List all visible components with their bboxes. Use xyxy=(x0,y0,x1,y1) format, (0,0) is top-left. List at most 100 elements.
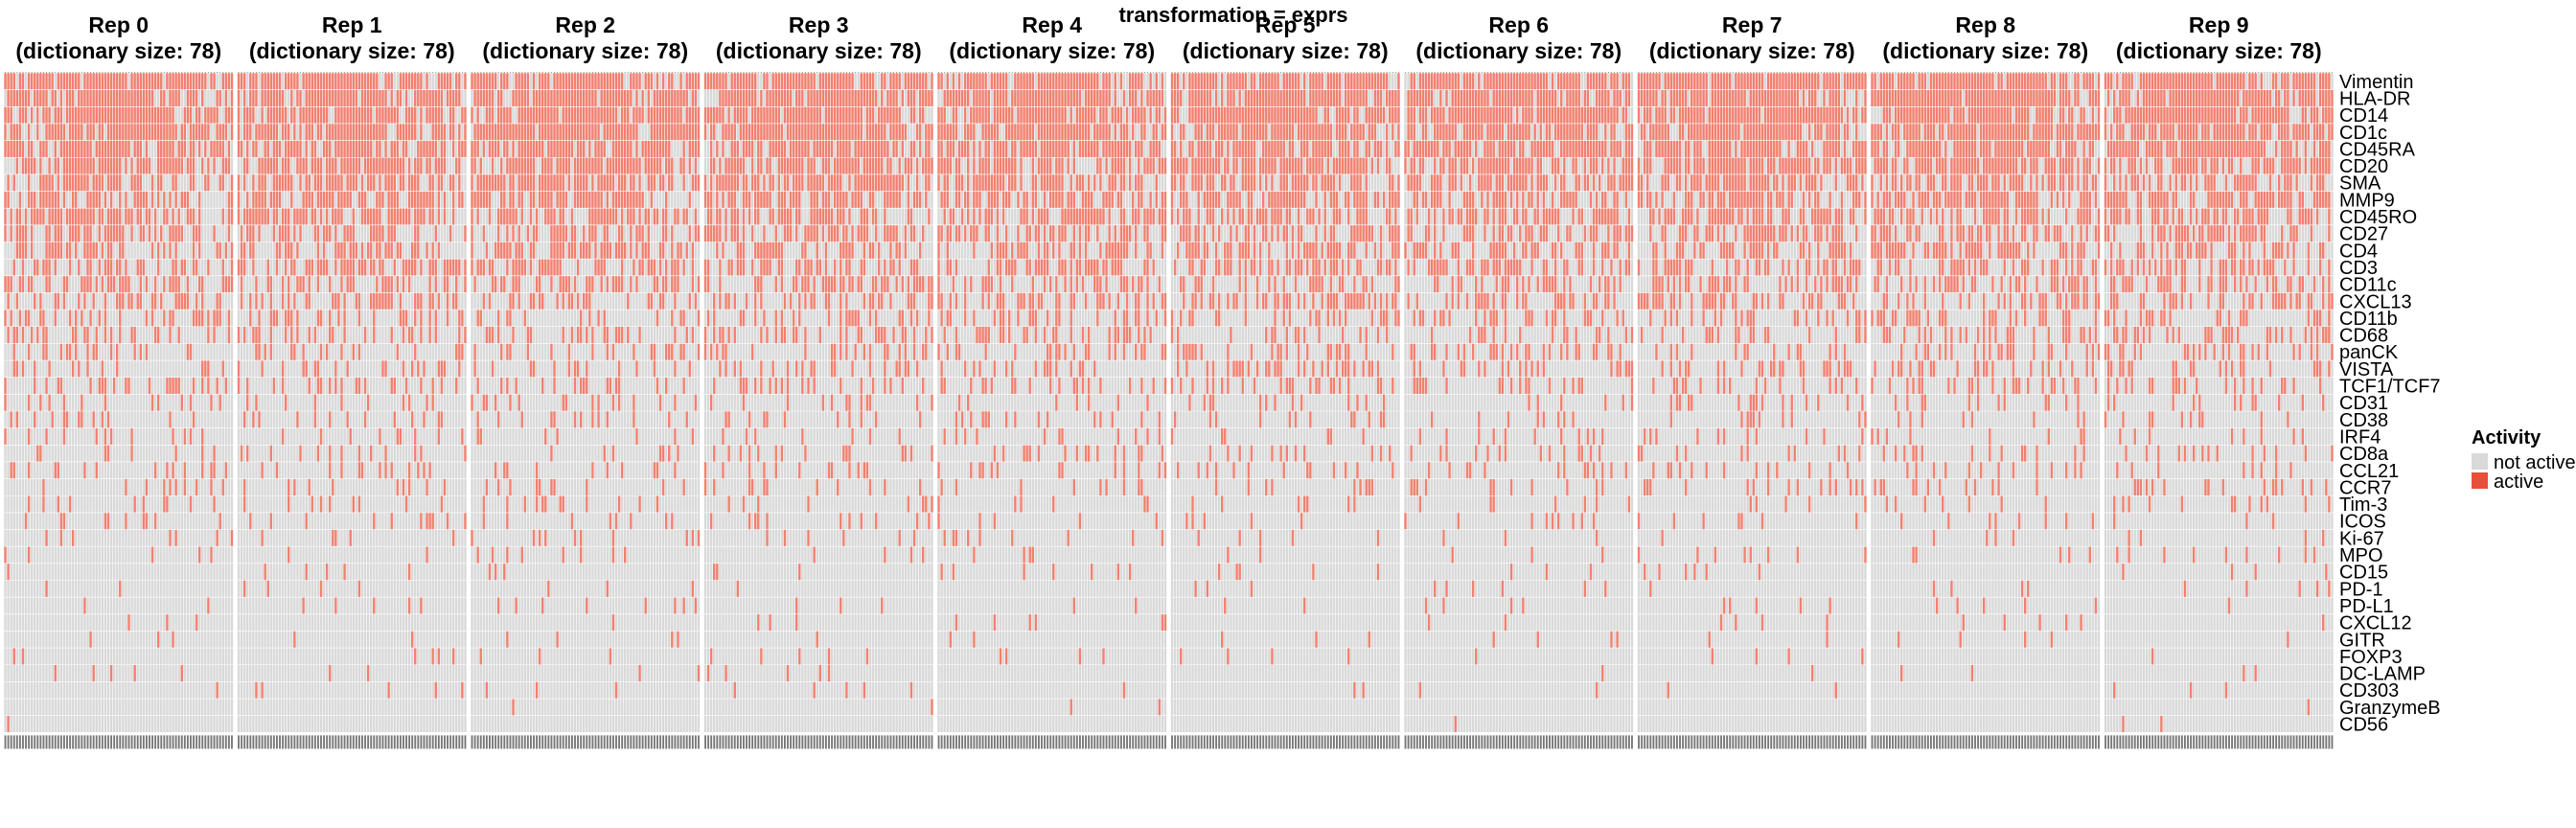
cell-active xyxy=(909,310,913,327)
cell-active xyxy=(794,106,798,124)
cell-active xyxy=(153,73,157,90)
cell-active xyxy=(981,377,985,395)
cell-active xyxy=(987,208,991,225)
cell-active xyxy=(661,208,665,225)
cell-active xyxy=(145,157,149,174)
cell-active xyxy=(721,106,724,124)
cell-active xyxy=(653,140,656,158)
cell-active xyxy=(810,360,814,378)
cell-active xyxy=(339,275,344,293)
cell-active xyxy=(109,191,113,209)
cell-active xyxy=(709,73,713,90)
cell-active xyxy=(603,208,607,225)
cell-active xyxy=(95,140,99,158)
cell-active xyxy=(653,157,656,174)
cell-active xyxy=(538,529,541,547)
cell-active xyxy=(245,123,249,141)
cell-active xyxy=(1393,89,1397,107)
cell-active xyxy=(952,89,955,107)
cell-active xyxy=(792,326,795,344)
cell-active xyxy=(109,275,113,293)
cell-active xyxy=(380,275,385,293)
cell-active xyxy=(1095,123,1099,141)
cell-active xyxy=(27,495,31,513)
cell-active xyxy=(1016,89,1020,107)
cell-active xyxy=(104,224,107,242)
cell-active xyxy=(952,73,955,90)
cell-active xyxy=(440,411,444,428)
cell-active xyxy=(346,275,350,293)
cell-active xyxy=(289,259,293,276)
cell-active xyxy=(387,292,391,310)
cell-active xyxy=(803,445,807,462)
cell-active xyxy=(21,89,25,107)
cell-active xyxy=(142,259,146,276)
cell-active xyxy=(827,191,831,209)
cell-active xyxy=(257,208,262,225)
cell-active xyxy=(794,157,798,174)
cell-active xyxy=(203,106,207,124)
cell-active xyxy=(874,157,878,174)
cell-active xyxy=(827,461,831,479)
cell-active xyxy=(564,73,568,90)
cell-active xyxy=(603,242,607,260)
cell-active xyxy=(1311,89,1315,107)
cell-active xyxy=(216,529,219,547)
cell-active xyxy=(33,208,36,225)
cell-active xyxy=(803,343,807,361)
cell-active xyxy=(562,157,565,174)
cell-active xyxy=(372,157,376,174)
cell-active xyxy=(603,106,607,124)
cell-active xyxy=(538,191,541,209)
cell-active xyxy=(556,224,560,242)
cell-active xyxy=(390,292,394,310)
cell-active xyxy=(727,292,731,310)
cell-active xyxy=(783,208,787,225)
cell-active xyxy=(556,631,560,649)
cell-active xyxy=(1344,106,1347,124)
cell-active xyxy=(443,191,447,209)
cell-active xyxy=(827,123,831,141)
cell-active xyxy=(133,106,137,124)
cell-active xyxy=(308,275,311,293)
cell-active xyxy=(810,224,814,242)
cell-active xyxy=(206,259,210,276)
cell-active xyxy=(573,191,577,209)
cell-active xyxy=(1326,106,1330,124)
cell-active xyxy=(529,208,533,225)
cell-active xyxy=(1161,208,1164,225)
cell-active xyxy=(871,123,875,141)
cell-active xyxy=(168,140,172,158)
cell-active xyxy=(1149,140,1153,158)
cell-active xyxy=(51,242,55,260)
cell-active xyxy=(1282,123,1286,141)
cell-active xyxy=(697,664,701,682)
cell-active xyxy=(77,73,80,90)
cell-active xyxy=(393,377,397,395)
cell-active xyxy=(736,208,740,225)
cell-active xyxy=(355,106,358,124)
cell-active xyxy=(328,89,332,107)
cell-active xyxy=(162,208,166,225)
cell-active xyxy=(230,529,234,547)
cell-active xyxy=(316,106,320,124)
cell-active xyxy=(104,292,107,310)
cell-active xyxy=(883,546,886,564)
cell-active xyxy=(476,546,480,564)
cell-active xyxy=(1043,106,1046,124)
cell-active xyxy=(526,224,530,242)
cell-active xyxy=(1025,89,1029,107)
cell-active xyxy=(209,73,214,90)
cell-active xyxy=(1214,73,1218,90)
cell-active xyxy=(709,173,713,192)
cell-active xyxy=(165,106,169,124)
cell-active xyxy=(416,461,420,479)
cell-active xyxy=(1125,242,1129,260)
cell-active xyxy=(275,123,279,141)
cell-active xyxy=(216,292,219,310)
cell-active xyxy=(658,157,662,174)
cell-active xyxy=(538,140,541,158)
cell-active xyxy=(972,242,976,260)
cell-active xyxy=(264,173,267,192)
cell-active xyxy=(777,140,781,158)
